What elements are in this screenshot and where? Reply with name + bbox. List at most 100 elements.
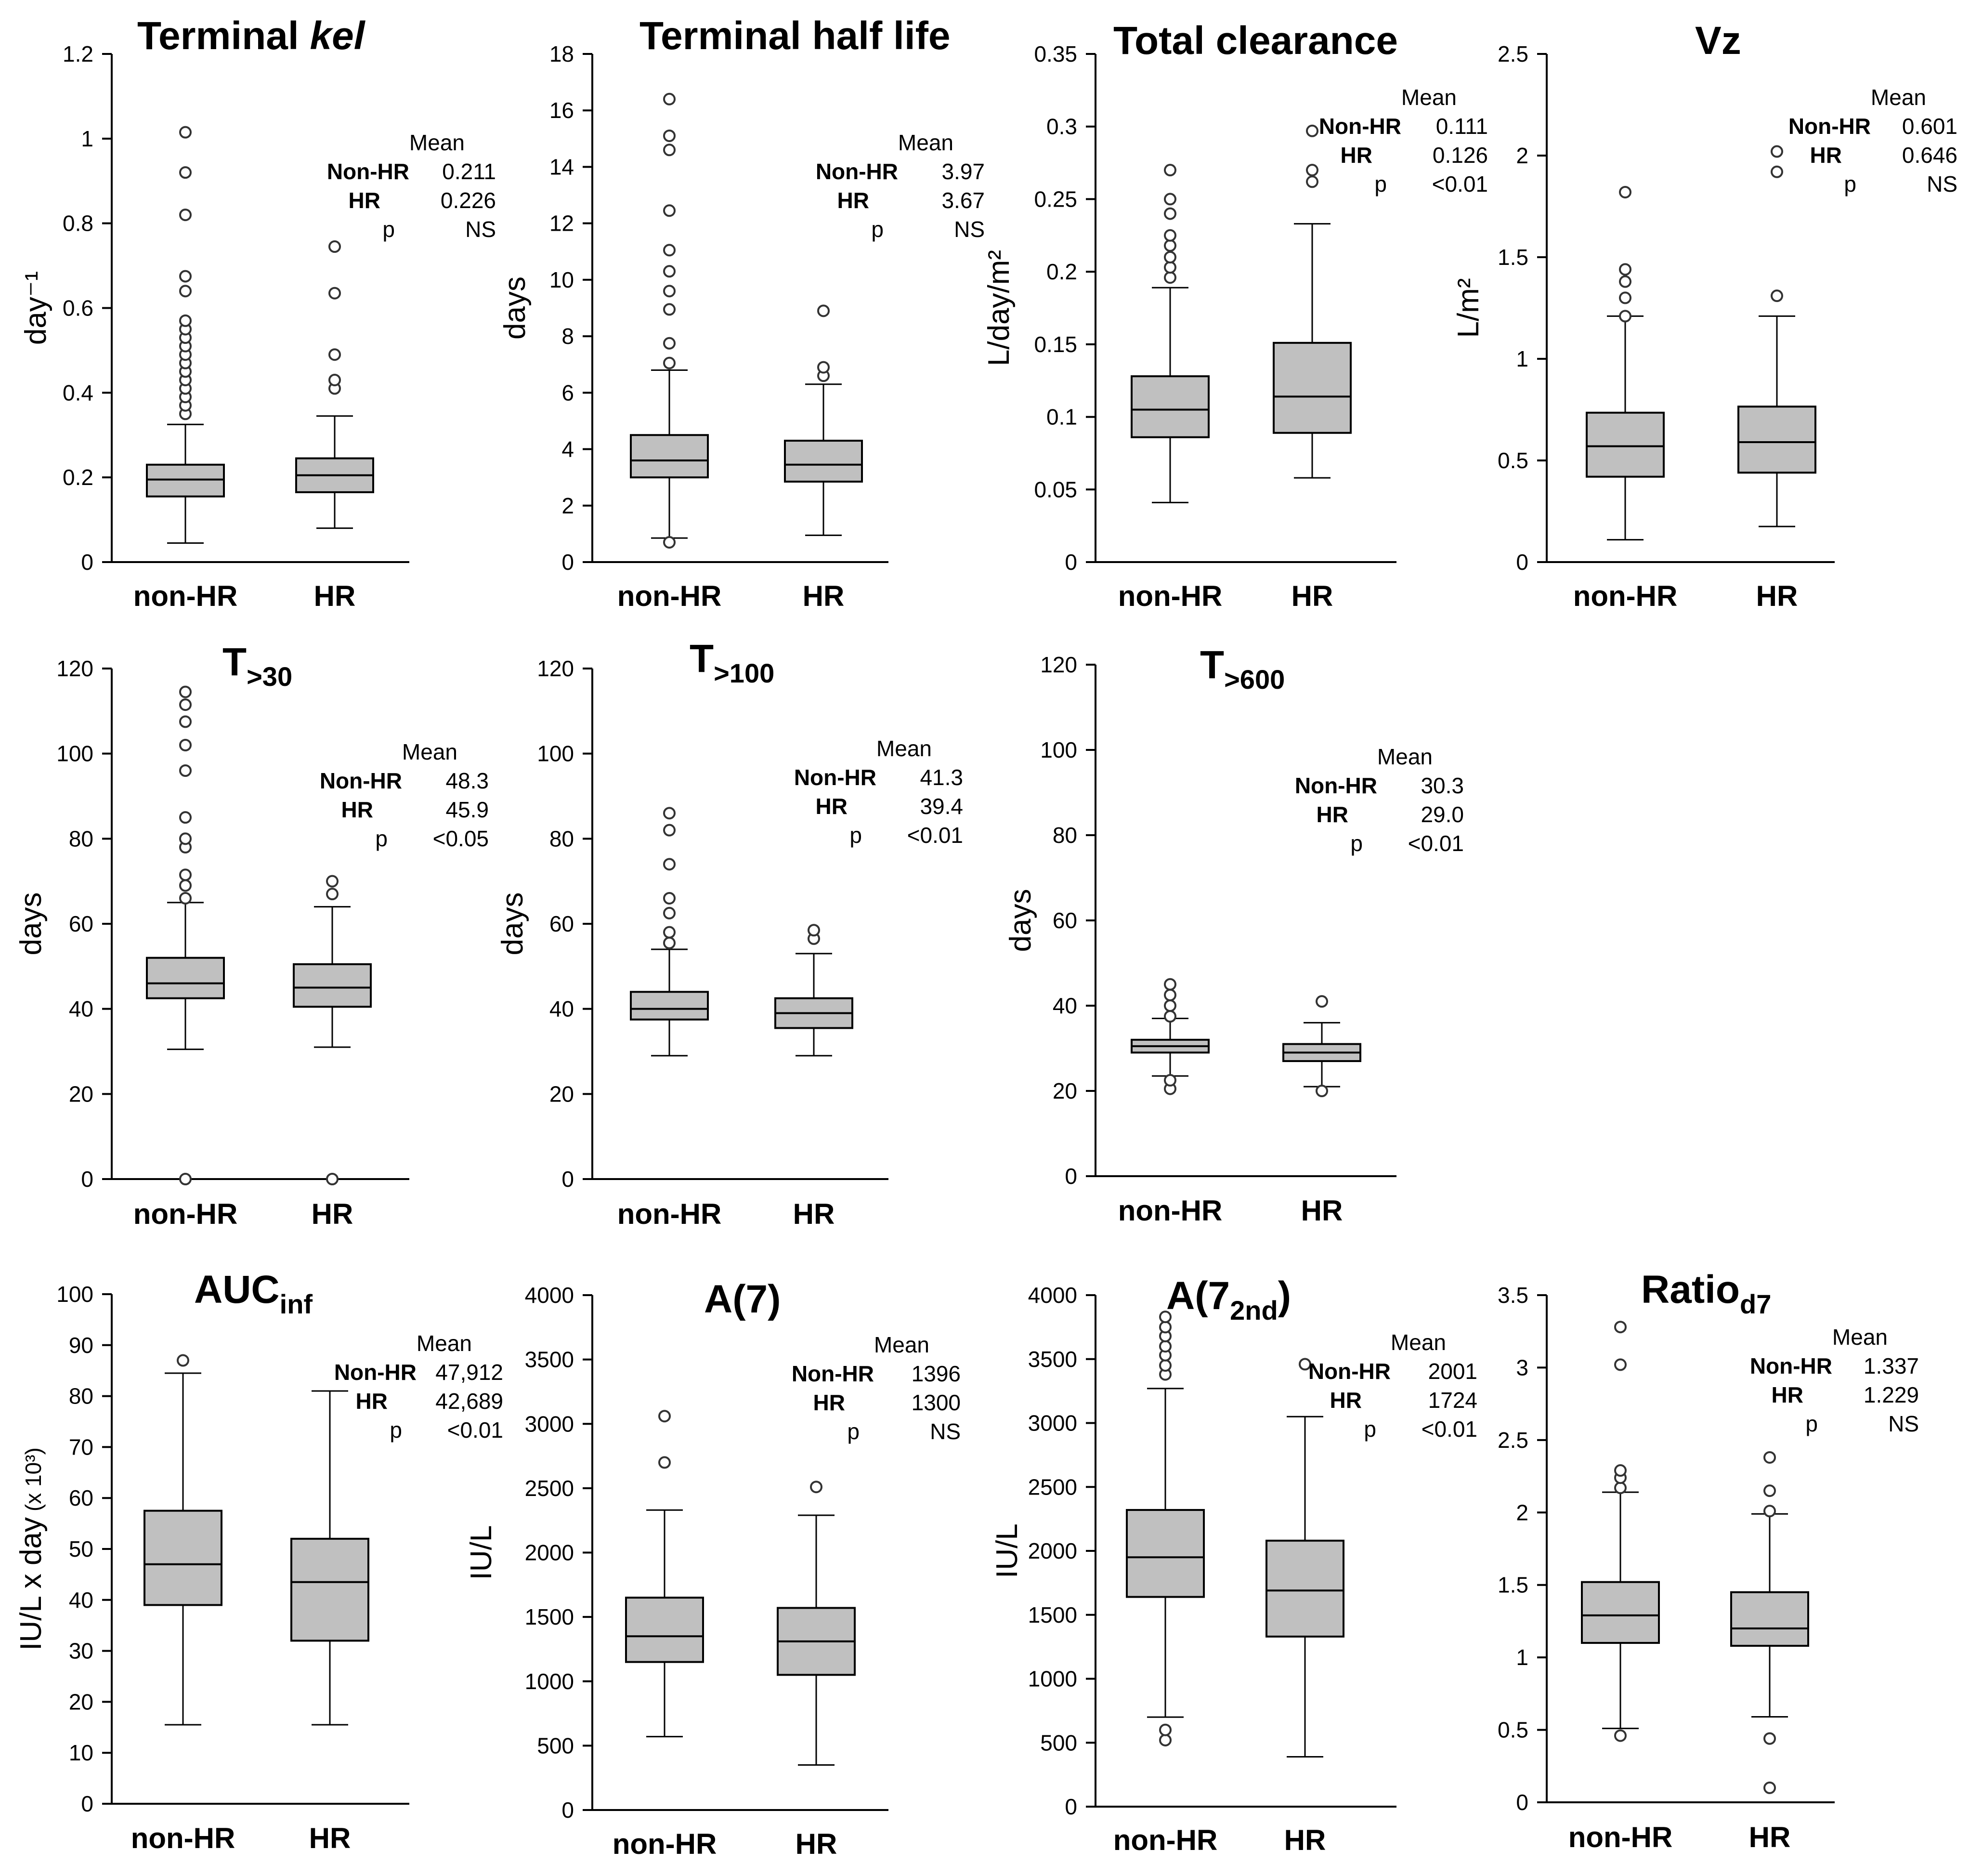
y-tick-label: 0: [1516, 550, 1528, 575]
iqr-box: [630, 434, 709, 479]
panel-halflife: 0 2 4 6 8 10 12 14 16 18 non-HR HR Terminal half lif…: [498, 14, 985, 612]
panel-t30: 0 20 40 60 80 100 120 non-HR HR T>30 days MeanNon-H…: [14, 640, 489, 1230]
panel-clearance: 0 0.05 0.1 0.15 0.2 0.25 0.3 0.35 non-HR HR Total …: [982, 19, 1488, 612]
chart-title-subscript: kel: [310, 14, 365, 58]
iqr-box: [1730, 1591, 1809, 1647]
outlier-point: [663, 892, 676, 905]
y-tick-label: 1500: [1028, 1602, 1077, 1627]
stats-p-value: NS: [930, 1419, 961, 1444]
outlier-point: [663, 144, 676, 157]
stats-p-value: NS: [465, 217, 496, 242]
y-tick-label: 80: [69, 826, 93, 851]
y-tick-label: 100: [1040, 737, 1077, 762]
stats-p-label: p: [1805, 1411, 1818, 1436]
stats-row-label: HR: [837, 188, 869, 213]
iqr-box: [1265, 1539, 1344, 1638]
stats-p-label: p: [849, 823, 862, 848]
iqr-box: [1581, 1581, 1660, 1644]
outlier-point: [1619, 291, 1631, 304]
stats-p-label: p: [871, 217, 884, 242]
stats-p-label: p: [1364, 1417, 1376, 1442]
y-axis-label: days: [1004, 889, 1037, 952]
chart-title-subscript: >100: [714, 658, 774, 688]
outlier-point: [663, 936, 676, 949]
y-tick-label: 4: [561, 437, 574, 462]
y-tick-label: 100: [537, 741, 574, 766]
outlier-point: [1316, 995, 1328, 1008]
stats-row-label: HR: [349, 188, 380, 213]
outlier-point: [663, 858, 676, 871]
y-tick-label: 0.25: [1034, 186, 1077, 211]
category-label: HR: [803, 580, 845, 612]
outlier-point: [663, 356, 676, 369]
y-tick-label: 2: [1516, 143, 1528, 168]
y-axis-label-text: IU/L x day: [14, 1517, 48, 1651]
y-tick-label: 40: [549, 997, 574, 1022]
outlier-point: [663, 129, 676, 142]
stats-p-value: <0.01: [447, 1417, 503, 1443]
y-tick-label: 2500: [1028, 1474, 1077, 1499]
y-tick-label: 0.5: [1498, 1718, 1528, 1743]
y-tick-label: 0: [1065, 1794, 1077, 1819]
stats-row-value: 0.226: [441, 188, 496, 213]
outlier-point: [1771, 165, 1783, 178]
stats-row-label: HR: [341, 797, 373, 822]
stats-p-value: NS: [1888, 1411, 1919, 1436]
y-tick-label: 12: [549, 211, 574, 236]
outlier-point: [1306, 124, 1318, 137]
chart-title: T>600: [1200, 643, 1285, 695]
chart-title: A(72nd): [1166, 1274, 1291, 1325]
outlier-point: [663, 824, 676, 837]
stats-header: Mean: [417, 1331, 472, 1356]
panel-t100: 0 20 40 60 80 100 120 non-HR HR T>100 days MeanNon-…: [496, 637, 963, 1230]
box-hr: [1730, 1451, 1809, 1794]
y-tick-label: 1.5: [1498, 1573, 1528, 1598]
outlier-point: [328, 348, 341, 361]
category-label: non-HR: [1113, 1824, 1218, 1856]
chart-title-text: A(7): [704, 1277, 781, 1321]
panel-auc: 0 10 20 30 40 50 60 70 80 90 100 non-HR HR AUCinf IU/L…: [14, 1268, 503, 1854]
stats-row-value: 0.126: [1433, 143, 1488, 168]
outlier-point: [663, 906, 676, 919]
y-axis-label-text: IU/L: [465, 1525, 498, 1580]
stats-p-value: <0.01: [907, 823, 963, 848]
y-tick-label: 18: [549, 41, 574, 66]
stats-row-value: 1396: [912, 1361, 961, 1386]
y-tick-label: 2000: [525, 1540, 574, 1565]
category-label: HR: [796, 1828, 837, 1860]
outlier-point: [328, 287, 341, 300]
y-tick-label: 120: [1040, 652, 1077, 677]
outlier-point: [663, 92, 676, 105]
y-axis-label: IU/L: [991, 1523, 1024, 1578]
box-hr: [293, 875, 372, 1185]
box-hr: [1265, 1358, 1344, 1758]
stats-p-label: p: [847, 1419, 860, 1444]
outlier-point: [1763, 1484, 1776, 1497]
stats-row-value: 3.67: [941, 188, 985, 213]
chart-title: Terminal kel: [137, 14, 366, 58]
outlier-point: [658, 1410, 671, 1423]
y-tick-label: 20: [69, 1689, 93, 1714]
category-label: HR: [1749, 1821, 1791, 1853]
y-tick-label: 3500: [525, 1347, 574, 1372]
box-non-hr: [146, 685, 225, 1185]
y-tick-label: 40: [69, 997, 93, 1022]
outlier-point: [1306, 164, 1318, 177]
outlier-point: [179, 270, 192, 283]
outlier-point: [1159, 1340, 1172, 1353]
category-label: HR: [1284, 1824, 1326, 1856]
stats-row-value: 0.601: [1902, 114, 1957, 139]
stats-row-value: 1.337: [1864, 1353, 1919, 1378]
box-non-hr: [144, 1354, 222, 1726]
outlier-point: [1164, 271, 1176, 284]
y-tick-label: 14: [549, 154, 574, 179]
y-axis-label-suffix: (x 10³): [21, 1447, 46, 1511]
outlier-point: [1614, 1482, 1627, 1495]
chart-title-text: Terminal: [137, 14, 310, 58]
outlier-point: [1159, 1311, 1172, 1324]
